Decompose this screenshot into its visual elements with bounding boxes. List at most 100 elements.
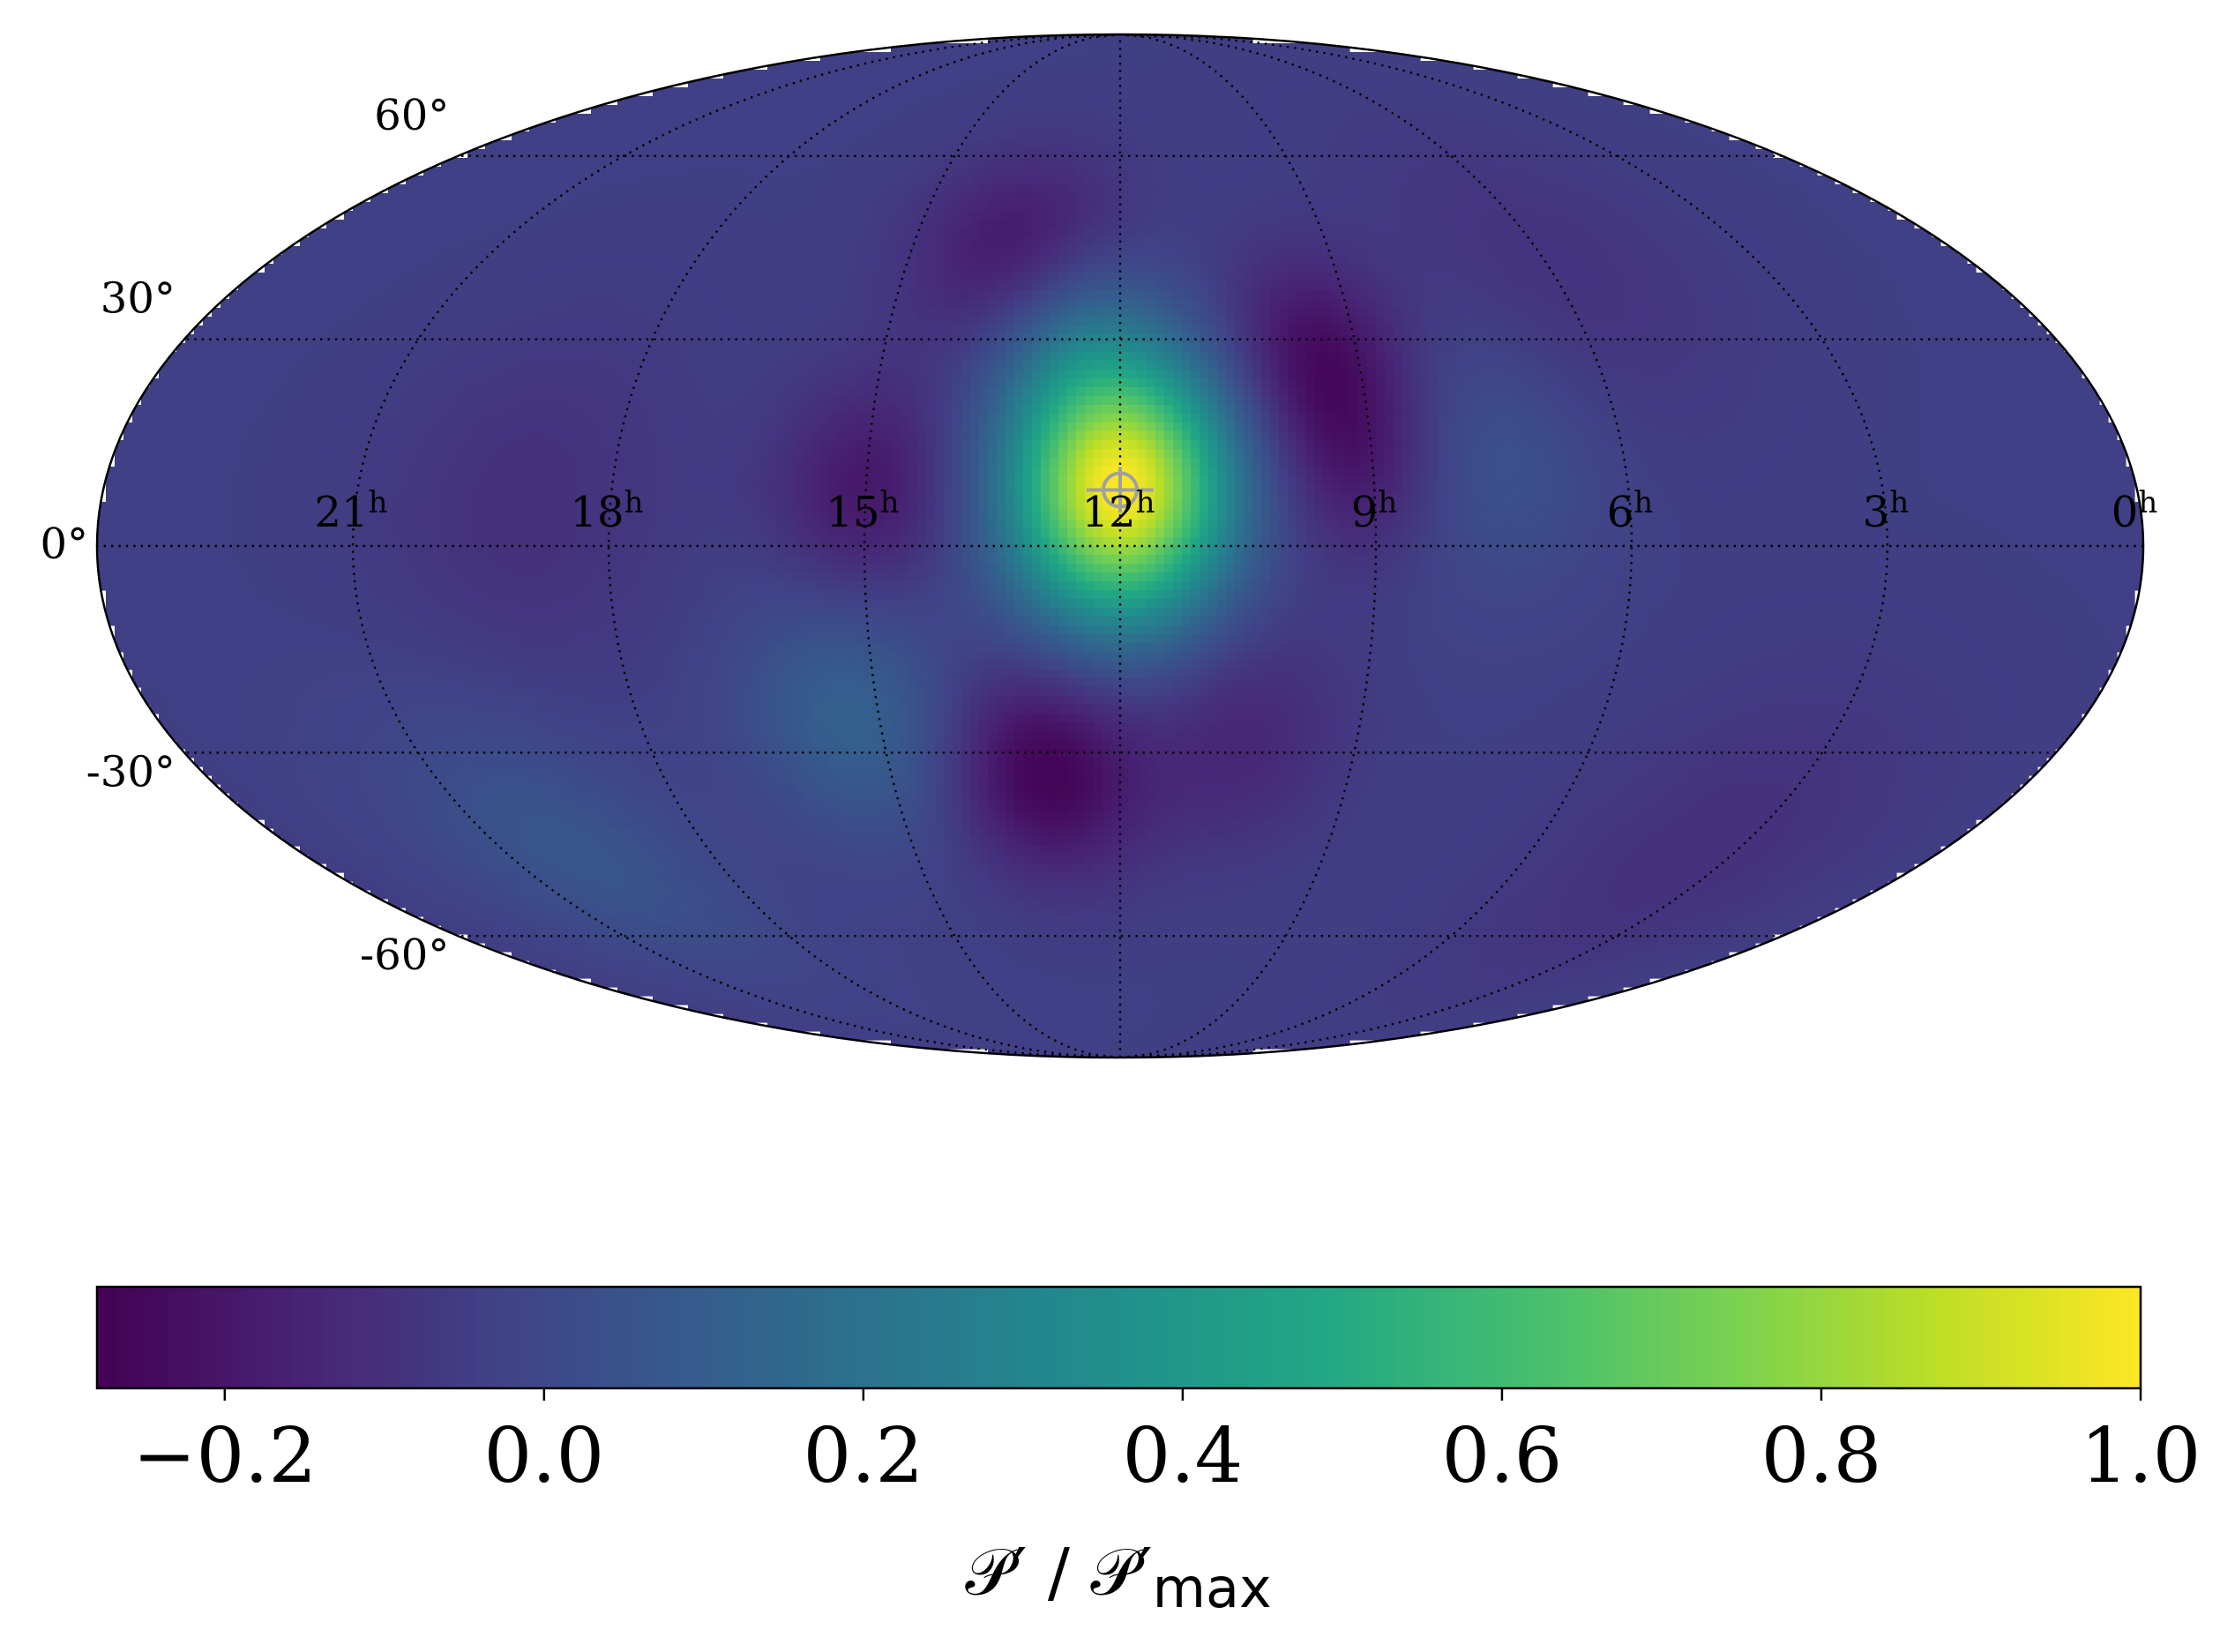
heatmap-cell [759,96,768,106]
heatmap-cell [441,220,451,229]
heatmap-cell [1790,176,1800,185]
heatmap-cell [1385,193,1394,203]
heatmap-cell [670,176,680,185]
heatmap-cell [1120,246,1130,256]
heatmap-cell [908,105,918,115]
heatmap-cell [1887,299,1897,309]
heatmap-cell [1702,264,1712,273]
heatmap-cell [953,255,962,265]
heatmap-cell [1173,246,1183,256]
heatmap-cell [1914,237,1924,247]
heatmap-cell [1940,308,1950,318]
heatmap-cell [1067,264,1077,273]
heatmap-cell [1349,281,1359,291]
heatmap-cell [1473,87,1483,97]
heatmap-cell [1817,246,1827,256]
heatmap-cell [653,237,662,247]
heatmap-cell [1702,299,1712,309]
heatmap-cell [1446,202,1456,212]
heatmap-cell [1305,317,1315,326]
heatmap-cell [706,290,715,300]
heatmap-cell [1658,246,1668,256]
heatmap-cell [953,193,962,203]
heatmap-cell [282,281,292,291]
heatmap-cell [1641,114,1650,123]
heatmap-cell [1649,176,1659,185]
heatmap-cell [1279,290,1289,300]
heatmap-cell [1676,202,1686,212]
heatmap-cell [1129,70,1139,79]
heatmap-cell [1817,220,1827,229]
heatmap-cell [1076,61,1086,71]
heatmap-cell [1508,281,1518,291]
heatmap-cell [591,149,601,159]
heatmap-cell [1005,290,1015,300]
heatmap-cell [626,308,636,318]
heatmap-cell [935,131,945,141]
heatmap-cell [829,290,839,300]
heatmap-cell [679,123,689,132]
heatmap-cell [1332,220,1342,229]
heatmap-cell [1394,167,1403,176]
heatmap-cell [1835,317,1844,326]
heatmap-cell [917,176,927,185]
heatmap-cell [785,158,795,168]
heatmap-cell [723,220,733,229]
heatmap-cell [1191,123,1200,132]
heatmap-cell [1103,237,1112,247]
heatmap-cell [512,317,521,326]
heatmap-cell [1799,184,1809,194]
heatmap-cell [503,264,512,273]
heatmap-cell [1773,184,1783,194]
heatmap-cell [1252,52,1262,62]
heatmap-cell [1755,184,1765,194]
heatmap-cell [547,308,557,318]
heatmap-cell [273,299,283,309]
heatmap-cell [838,123,848,132]
heatmap-cell [635,317,645,326]
heatmap-cell [1658,176,1668,185]
heatmap-cell [1217,52,1227,62]
heatmap-cell [1588,264,1597,273]
heatmap-cell [1685,167,1694,176]
heatmap-cell [776,184,786,194]
heatmap-cell [1358,105,1368,115]
heatmap-cell [1270,202,1280,212]
heatmap-cell [1200,290,1209,300]
heatmap-cell [1411,78,1421,88]
heatmap-cell [1270,167,1280,176]
heatmap-cell [697,149,706,159]
heatmap-cell [1446,308,1456,318]
heatmap-cell [926,78,936,88]
heatmap-cell [1526,264,1536,273]
heatmap-cell [353,299,363,309]
heatmap-cell [617,184,627,194]
heatmap-cell [820,193,830,203]
heatmap-cell [1544,176,1553,185]
heatmap-cell [1005,202,1015,212]
heatmap-cell [750,211,759,221]
heatmap-cell [935,96,945,106]
heatmap-cell [803,70,812,79]
heatmap-cell [441,202,451,212]
heatmap-cell [1402,228,1412,238]
heatmap-cell [1235,114,1245,123]
heatmap-cell [1226,78,1236,88]
heatmap-cell [908,184,918,194]
heatmap-cell [1693,308,1703,318]
heatmap-cell [1711,149,1721,159]
heatmap-cell [891,193,901,203]
heatmap-cell [1429,131,1439,141]
heatmap-cell [908,87,918,97]
heatmap-cell [1155,167,1165,176]
heatmap-cell [406,325,415,335]
heatmap-cell [1200,246,1209,256]
heatmap-cell [714,228,724,238]
heatmap-cell [1446,96,1456,106]
heatmap-cell [829,308,839,318]
heatmap-cell [1341,202,1350,212]
heatmap-cell [1349,149,1359,159]
heatmap-cell [1667,149,1677,159]
heatmap-cell [900,228,909,238]
heatmap-cell [847,202,856,212]
